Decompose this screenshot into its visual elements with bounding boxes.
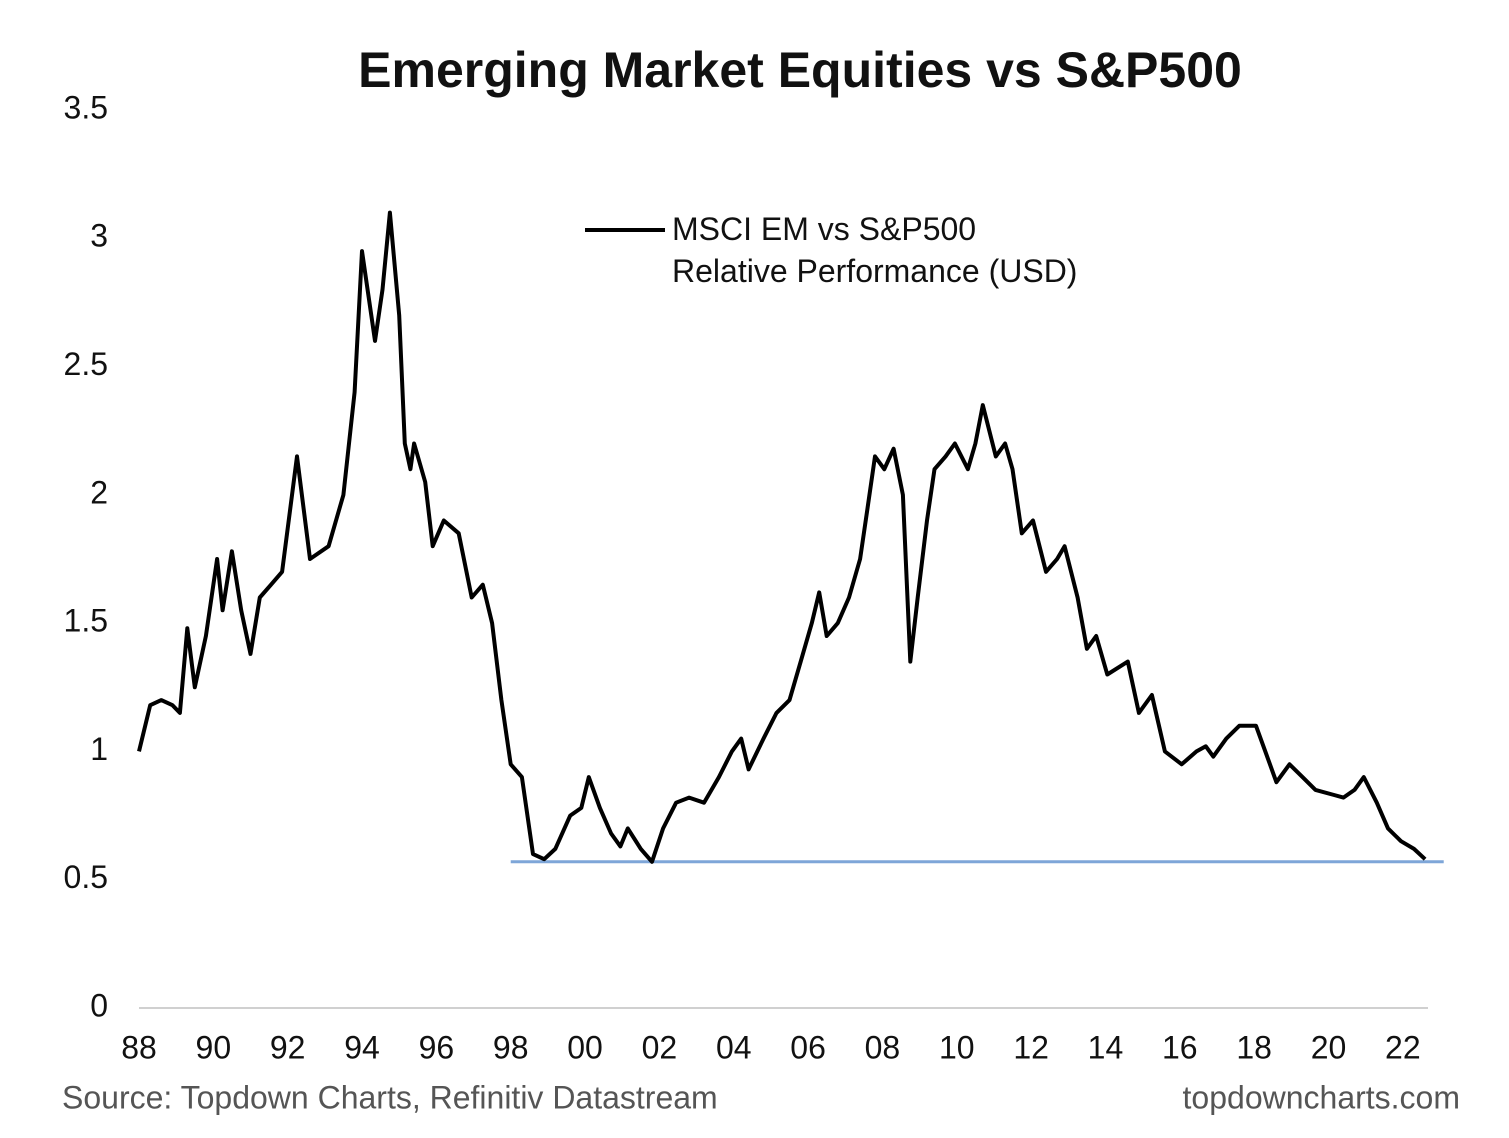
y-tick-label: 0 <box>90 987 108 1023</box>
x-tick-label: 16 <box>1162 1029 1198 1065</box>
legend-label: MSCI EM vs S&P500 Relative Performance (… <box>672 211 1078 289</box>
y-tick-label: 2 <box>90 474 108 510</box>
x-tick-label: 18 <box>1236 1029 1272 1065</box>
x-tick-label: 88 <box>121 1029 157 1065</box>
x-tick-label: 98 <box>493 1029 529 1065</box>
x-tick-label: 94 <box>344 1029 380 1065</box>
x-tick-label: 10 <box>939 1029 975 1065</box>
x-tick-label: 00 <box>567 1029 603 1065</box>
credit: topdowncharts.com <box>1183 1079 1460 1115</box>
x-tick-label: 14 <box>1088 1029 1124 1065</box>
y-tick-label: 0.5 <box>64 859 108 895</box>
x-tick-label: 06 <box>790 1029 826 1065</box>
x-tick-label: 04 <box>716 1029 752 1065</box>
y-tick-label: 1.5 <box>64 603 108 639</box>
y-tick-label: 2.5 <box>64 346 108 382</box>
source-note: Source: Topdown Charts, Refinitiv Datast… <box>62 1079 718 1115</box>
x-tick-label: 96 <box>419 1029 455 1065</box>
x-tick-label: 90 <box>196 1029 232 1065</box>
x-tick-label: 08 <box>865 1029 901 1065</box>
y-tick-label: 1 <box>90 731 108 767</box>
x-tick-label: 20 <box>1311 1029 1347 1065</box>
y-tick-label: 3.5 <box>64 89 108 125</box>
x-tick-label: 92 <box>270 1029 306 1065</box>
series-line <box>137 210 1427 864</box>
x-tick-label: 12 <box>1013 1029 1049 1065</box>
x-tick-label: 22 <box>1385 1029 1421 1065</box>
x-tick-label: 02 <box>642 1029 678 1065</box>
chart-title: Emerging Market Equities vs S&P500 <box>358 42 1242 98</box>
y-tick-label: 3 <box>90 218 108 254</box>
